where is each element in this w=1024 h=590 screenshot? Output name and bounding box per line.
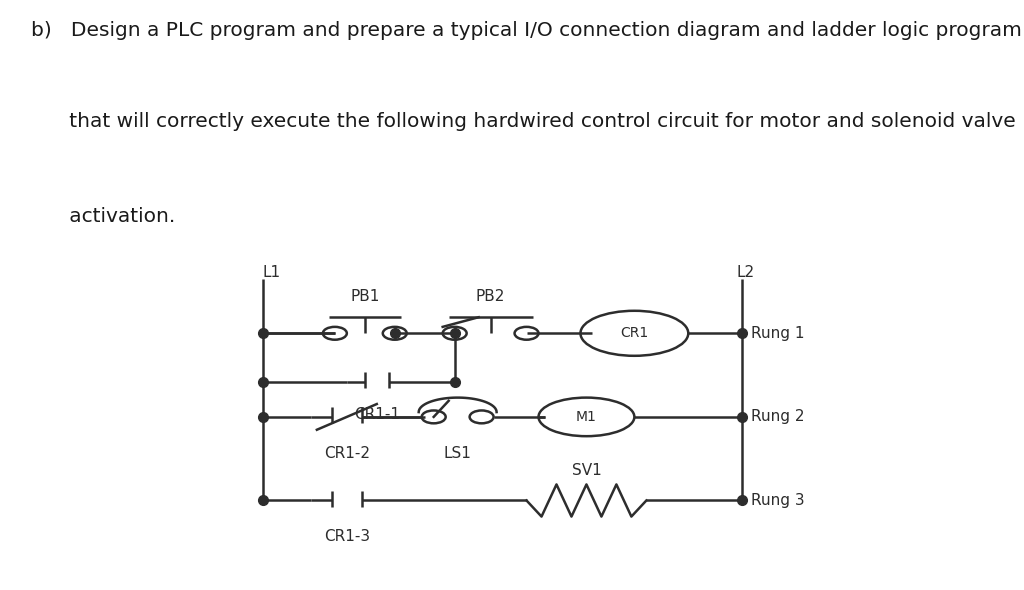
Text: M1: M1 (577, 410, 597, 424)
Text: CR1-1: CR1-1 (353, 407, 399, 422)
Text: that will correctly execute the following hardwired control circuit for motor an: that will correctly execute the followin… (31, 112, 1016, 130)
Text: Rung 1: Rung 1 (752, 326, 805, 341)
Text: L1: L1 (263, 265, 282, 280)
Text: Rung 2: Rung 2 (752, 409, 805, 424)
Text: PB1: PB1 (350, 289, 380, 304)
Text: CR1: CR1 (621, 326, 648, 340)
Text: CR1-3: CR1-3 (324, 529, 370, 545)
Text: LS1: LS1 (443, 446, 472, 461)
Text: CR1-2: CR1-2 (324, 446, 370, 461)
Text: L2: L2 (736, 265, 755, 280)
Text: PB2: PB2 (476, 289, 505, 304)
Text: b)   Design a PLC program and prepare a typical I/O connection diagram and ladde: b) Design a PLC program and prepare a ty… (31, 21, 1022, 40)
Text: SV1: SV1 (571, 463, 601, 478)
Text: activation.: activation. (31, 207, 175, 226)
Text: Rung 3: Rung 3 (752, 493, 805, 508)
